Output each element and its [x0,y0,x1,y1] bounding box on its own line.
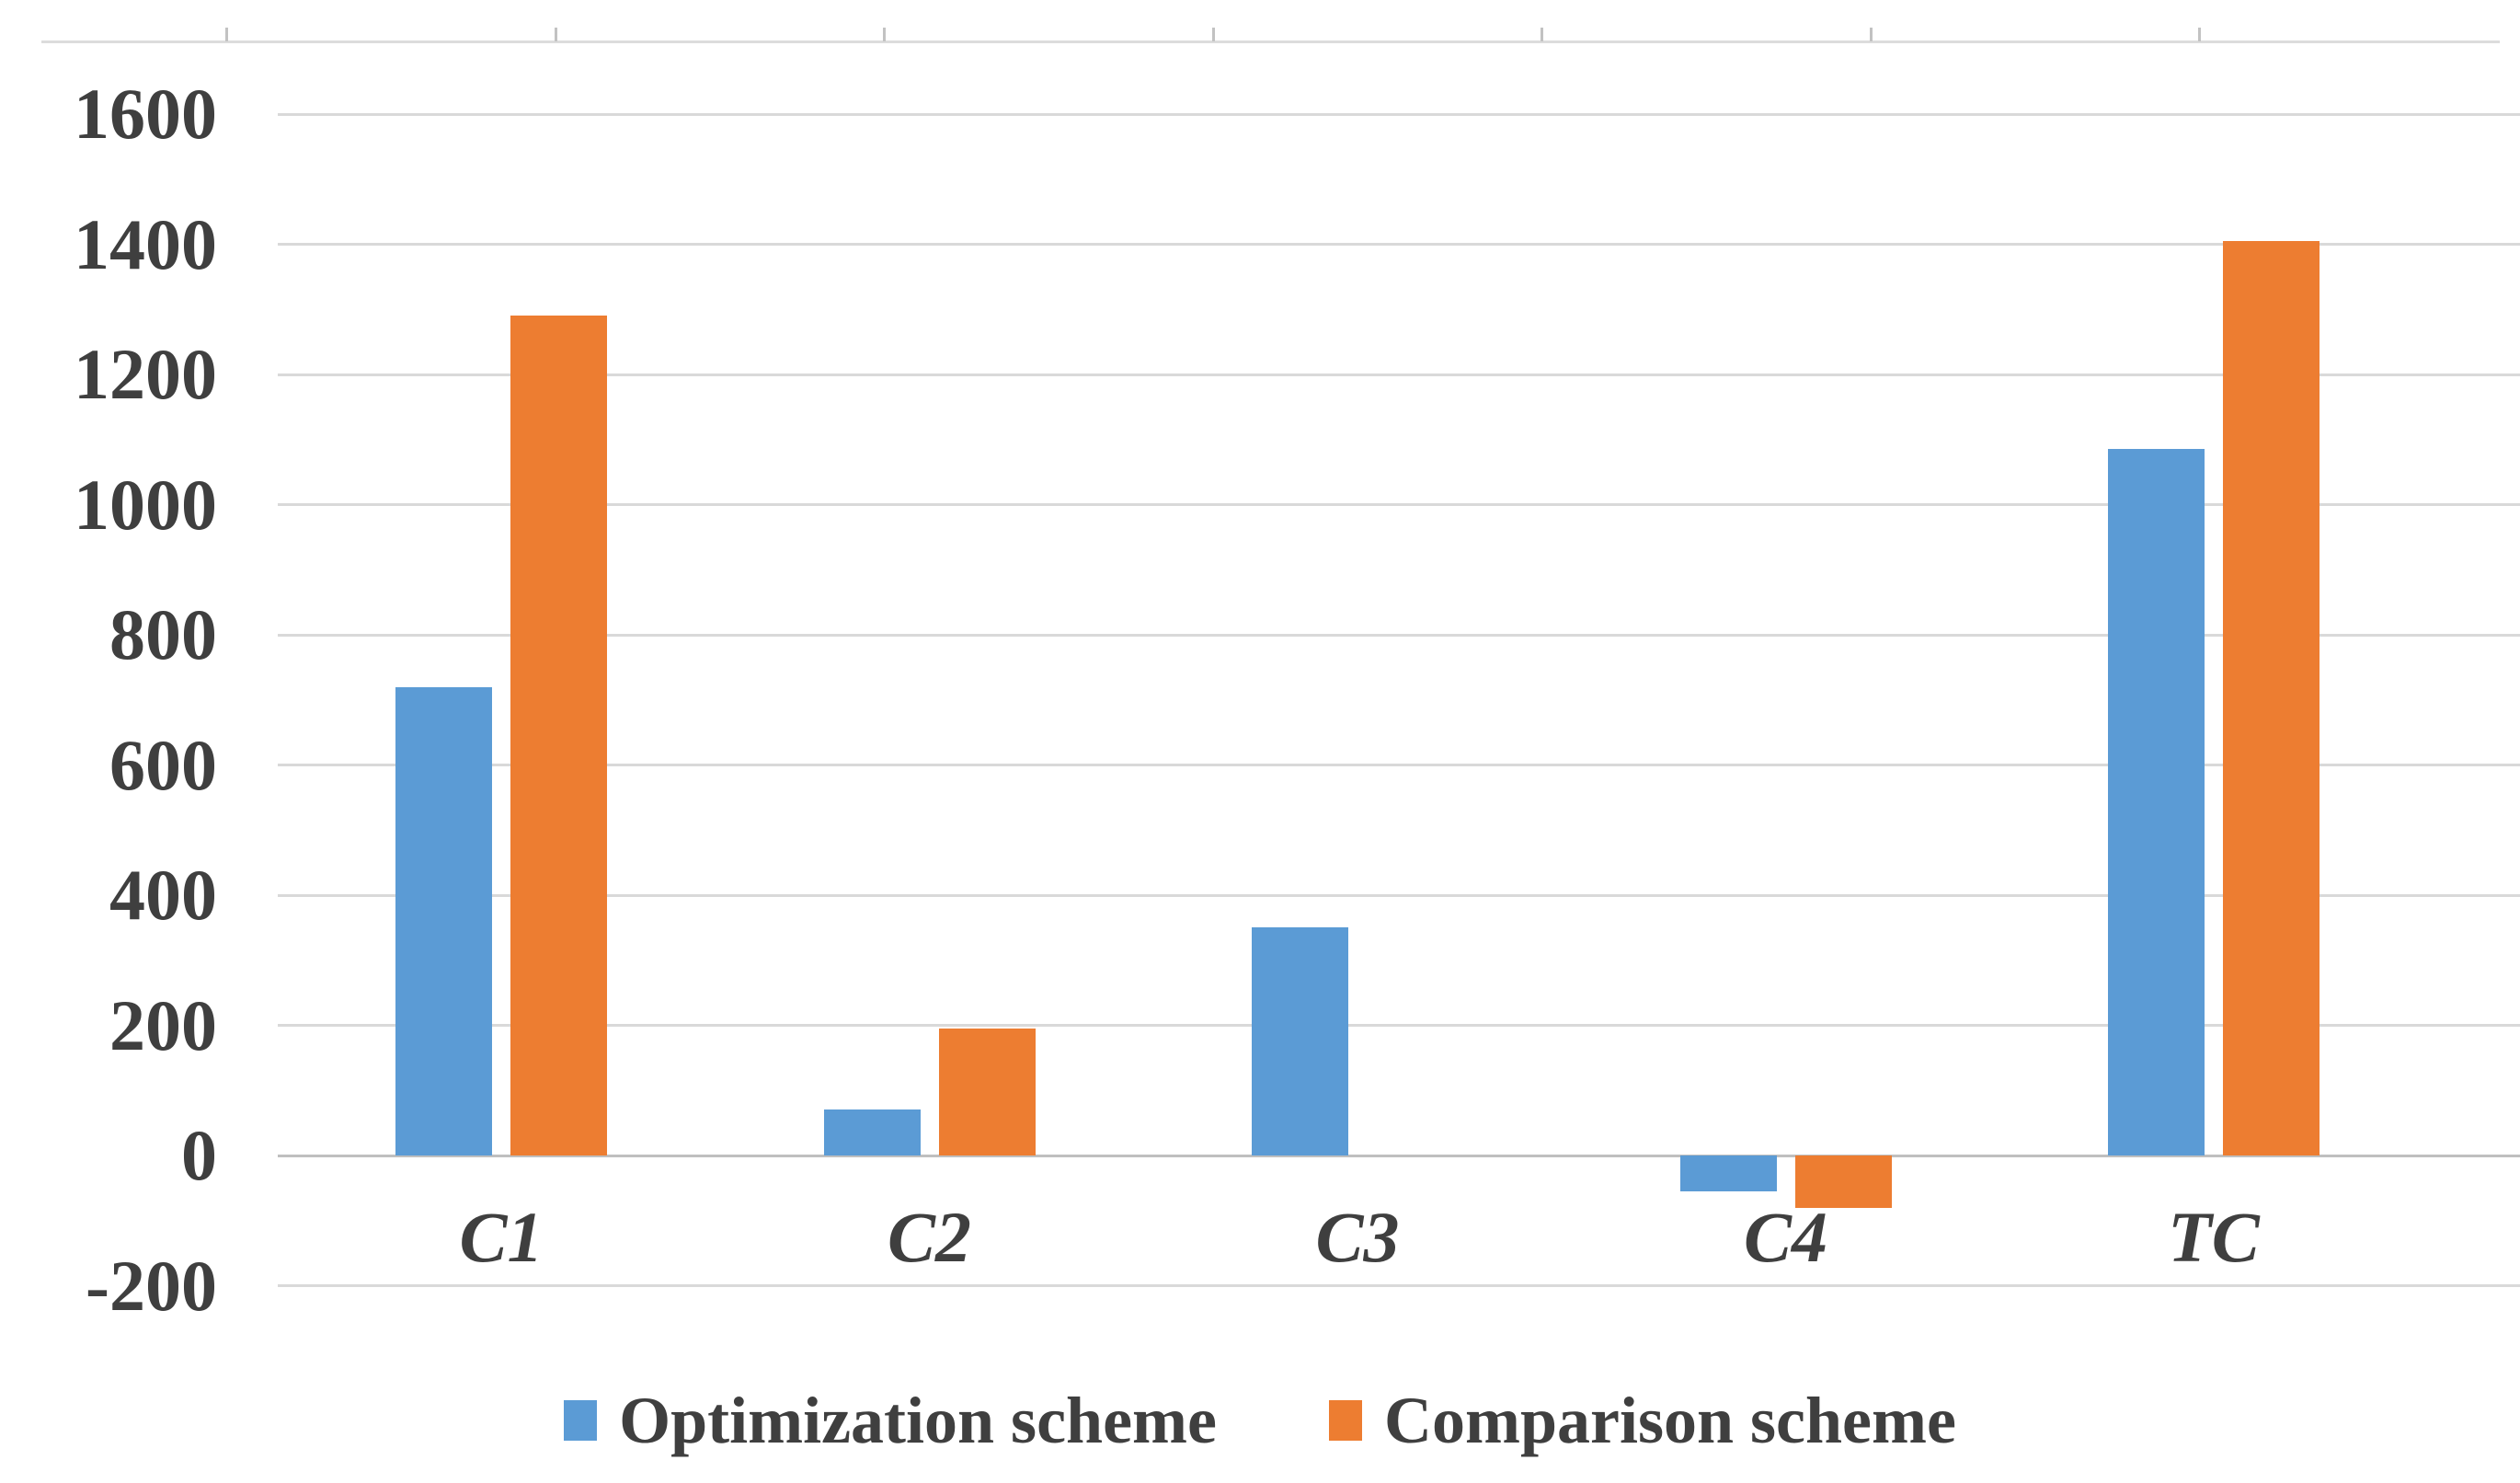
bar-comparison-scheme-c4 [1794,1155,1892,1208]
x-axis-category-label: C3 [1315,1197,1400,1277]
legend-swatch-optimization-scheme [564,1400,598,1441]
gridline [278,373,2520,376]
y-axis-tick-label: 1600 [74,74,217,154]
y-axis-tick-label: 800 [109,594,217,674]
top-axis-tick [1211,28,1215,41]
gridline [278,243,2520,246]
bar-optimization-scheme-c2 [823,1109,921,1155]
legend-label-optimization-scheme: Optimization scheme [619,1384,1217,1457]
gridline [278,112,2520,116]
y-axis-tick-label: 400 [109,855,217,935]
gridline [278,764,2520,766]
x-axis-category-label: C1 [459,1197,544,1277]
top-axis-rule [41,40,2500,43]
y-axis-tick-label: 0 [181,1115,217,1195]
top-axis-tick [883,28,886,41]
y-axis-tick-label: 1200 [74,334,217,414]
bar-comparison-scheme-c1 [510,316,607,1155]
bar-optimization-scheme-c1 [395,686,492,1155]
gridline [278,503,2520,506]
top-axis-tick [225,28,228,41]
top-axis-tick [554,28,557,41]
top-axis-tick [2198,28,2201,41]
gridline [278,1284,2520,1287]
x-axis-category-label: C4 [1743,1197,1828,1277]
bar-comparison-scheme-tc [2223,240,2320,1155]
gridline [278,1024,2520,1027]
bar-optimization-scheme-c3 [1252,927,1348,1155]
y-axis-tick-label: 600 [109,724,217,805]
x-axis-category-label: TC [2168,1197,2260,1277]
y-axis-tick-label: -200 [86,1245,217,1326]
legend-swatch-comparison-scheme [1328,1400,1362,1441]
y-axis-tick-label: 1400 [74,203,217,284]
top-axis-tick [1869,28,1873,41]
y-axis-tick-label: 1000 [74,464,217,545]
top-axis-tick [1541,28,1543,41]
legend-item-comparison-scheme: Comparison scheme [1328,1384,1956,1457]
y-axis-tick-label: 200 [109,984,217,1065]
legend: Optimization scheme Comparison scheme [0,1378,2520,1463]
gridline [278,893,2520,897]
legend-label-comparison-scheme: Comparison scheme [1383,1384,1956,1457]
x-axis-category-label: C2 [887,1197,972,1277]
x-axis-zero-line [278,1154,2520,1157]
bar-optimization-scheme-tc [2108,449,2205,1155]
bar-comparison-scheme-c2 [938,1029,1036,1155]
gridline [278,633,2520,637]
bar-optimization-scheme-c4 [1679,1155,1777,1191]
legend-item-optimization-scheme: Optimization scheme [564,1384,1217,1457]
